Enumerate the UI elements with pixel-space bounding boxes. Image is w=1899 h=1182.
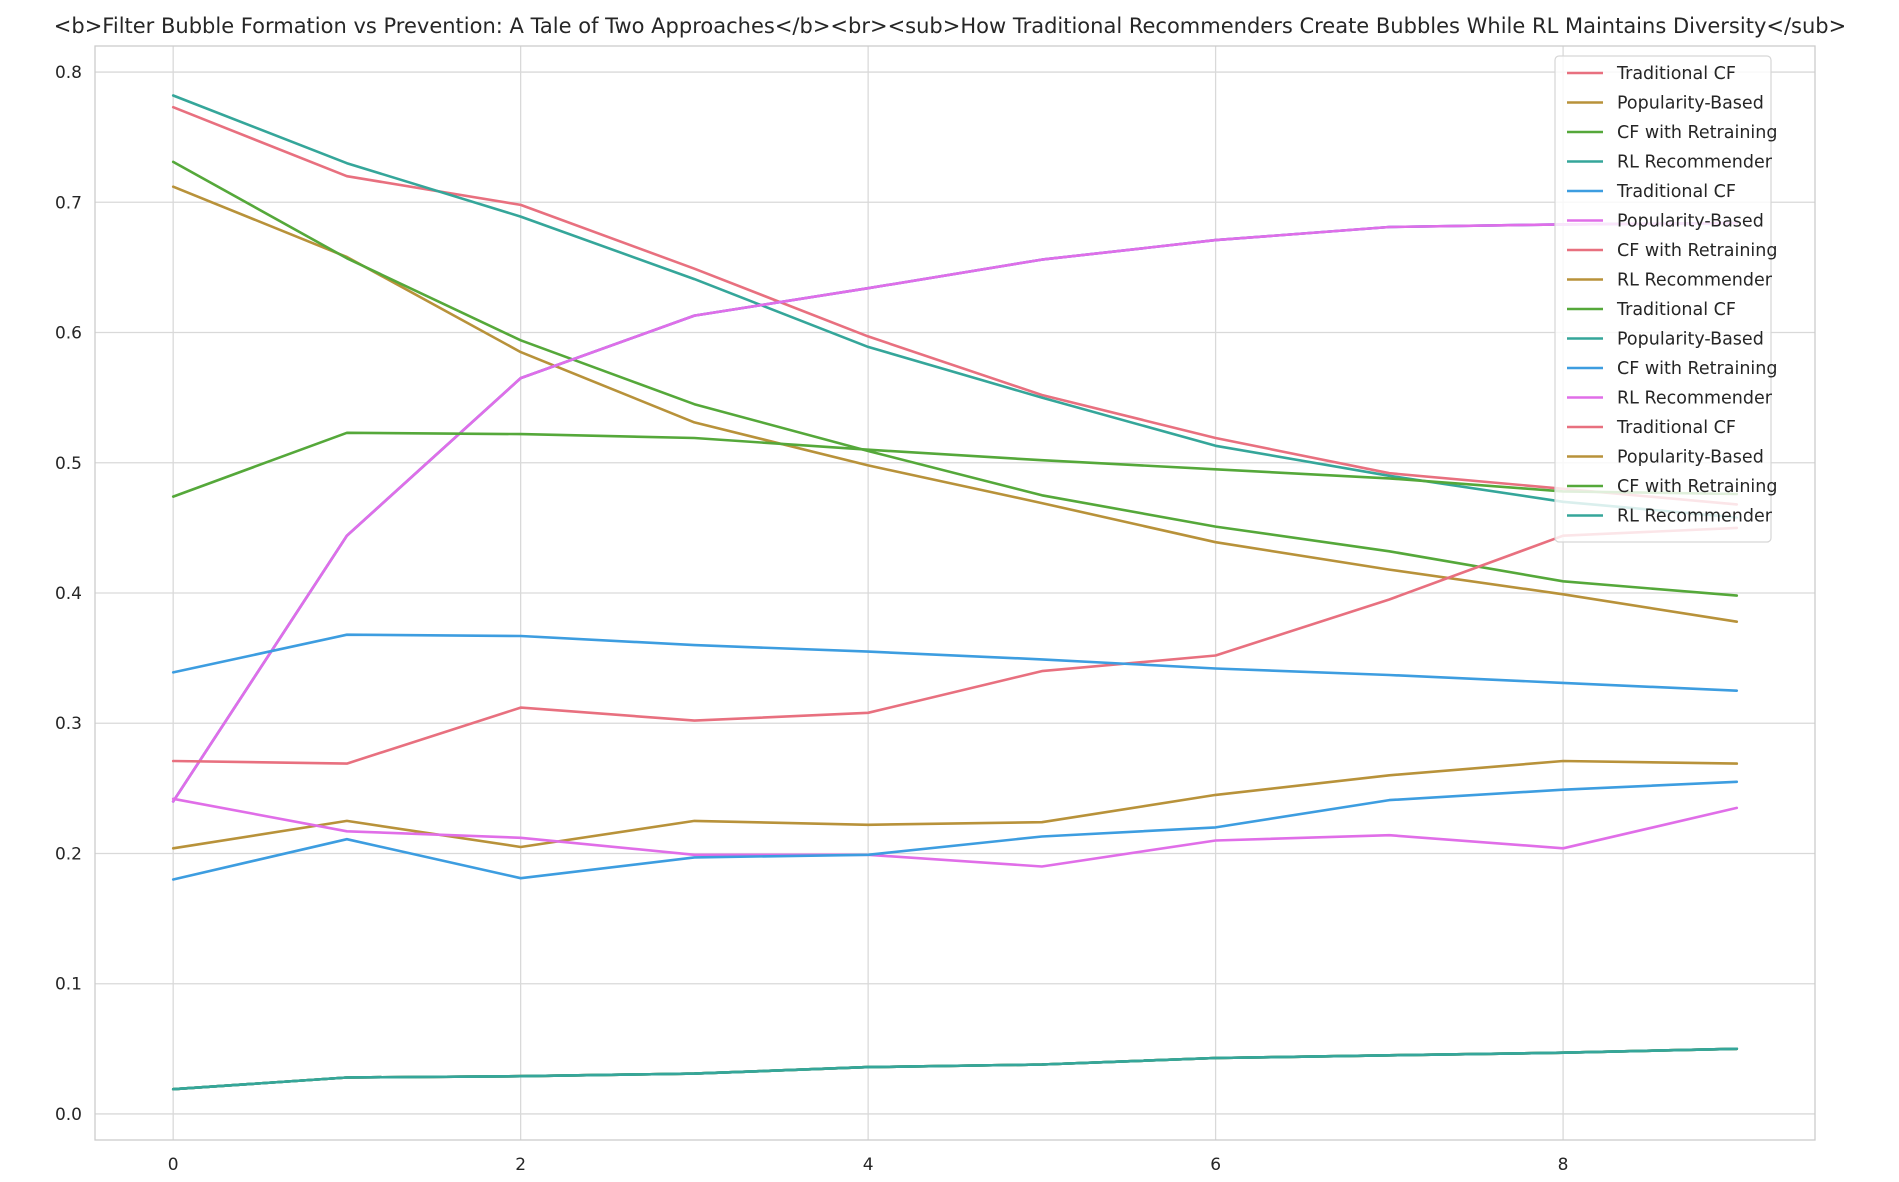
series-line-2 bbox=[171, 160, 1739, 597]
legend-label: RL Recommender bbox=[1617, 271, 1773, 291]
legend-label: Traditional CF bbox=[1616, 418, 1736, 438]
y-tick-label: 0.3 bbox=[55, 714, 82, 734]
y-tick-label: 0.2 bbox=[55, 844, 82, 864]
legend-label: CF with Retraining bbox=[1617, 241, 1777, 261]
x-tick-label: 2 bbox=[515, 1155, 526, 1175]
legend-box bbox=[1554, 55, 1772, 543]
series-line-15 bbox=[171, 1047, 1739, 1091]
series-line-5 bbox=[171, 221, 1739, 803]
legend-label: CF with Retraining bbox=[1617, 477, 1777, 497]
series-line-11 bbox=[171, 221, 1739, 803]
x-axis-ticks: 0 2 4 6 8 bbox=[168, 1155, 1569, 1175]
series-line-0 bbox=[171, 105, 1739, 506]
x-tick-label: 0 bbox=[168, 1155, 179, 1175]
y-tick-label: 0.8 bbox=[55, 63, 82, 83]
y-tick-label: 0.7 bbox=[55, 193, 82, 213]
y-tick-label: 0.1 bbox=[55, 975, 82, 995]
y-tick-label: 0.6 bbox=[55, 324, 82, 344]
series-line-13 bbox=[171, 759, 1739, 850]
legend-label: RL Recommender bbox=[1617, 389, 1773, 409]
series-line-17 bbox=[171, 797, 1739, 868]
legend-label: CF with Retraining bbox=[1617, 359, 1777, 379]
series-line-3 bbox=[171, 94, 1739, 519]
x-tick-label: 6 bbox=[1210, 1155, 1221, 1175]
legend-label: Traditional CF bbox=[1616, 300, 1736, 320]
y-tick-label: 0.5 bbox=[55, 454, 82, 474]
series-lines bbox=[171, 94, 1739, 1091]
legend-label: RL Recommender bbox=[1617, 507, 1773, 527]
legend-label: RL Recommender bbox=[1617, 153, 1773, 173]
series-line-10 bbox=[171, 221, 1739, 803]
x-tick-label: 4 bbox=[863, 1155, 874, 1175]
legend-label: Traditional CF bbox=[1616, 64, 1736, 84]
y-tick-label: 0.0 bbox=[55, 1105, 82, 1125]
series-line-16 bbox=[171, 633, 1739, 693]
legend-label: Popularity-Based bbox=[1617, 212, 1764, 232]
y-tick-label: 0.4 bbox=[55, 584, 82, 604]
series-line-14 bbox=[171, 431, 1739, 498]
legend-label: Popularity-Based bbox=[1617, 448, 1764, 468]
legend-label: Traditional CF bbox=[1616, 182, 1736, 202]
x-tick-label: 8 bbox=[1558, 1155, 1569, 1175]
series-line-12 bbox=[171, 526, 1739, 765]
legend: Traditional CF Popularity-Based CF with Re… bbox=[1554, 55, 1777, 543]
chart-title: <b>Filter Bubble Formation vs Prevention… bbox=[54, 14, 1846, 38]
series-line-18 bbox=[171, 780, 1739, 881]
plot-frame bbox=[94, 45, 1816, 1141]
legend-label: Popularity-Based bbox=[1617, 94, 1764, 114]
y-axis-ticks: 0.0 0.1 0.2 0.3 0.4 0.5 0.6 0.7 0.8 bbox=[55, 63, 82, 1125]
legend-label: CF with Retraining bbox=[1617, 123, 1777, 143]
legend-label: Popularity-Based bbox=[1617, 330, 1764, 350]
series-line-1 bbox=[171, 185, 1739, 624]
